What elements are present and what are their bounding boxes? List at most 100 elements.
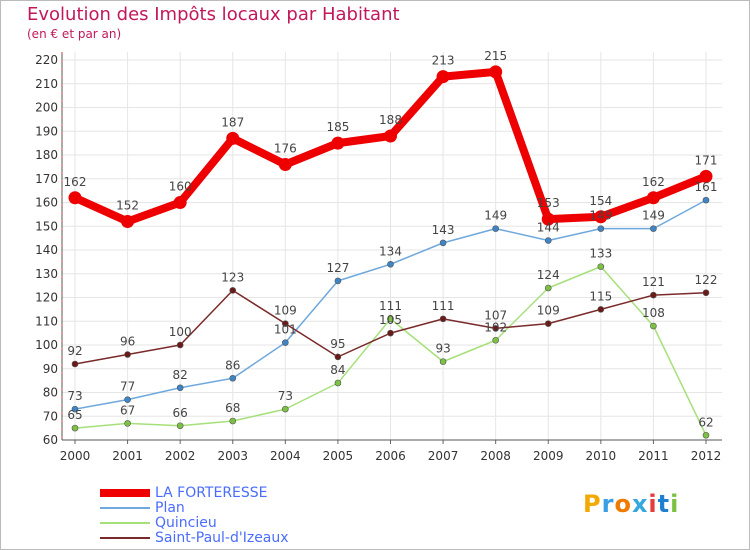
chart-title: Evolution des Impôts locaux par Habitant (27, 4, 400, 25)
y-tick-label: 130 (35, 267, 58, 281)
logo-letter: o (614, 490, 632, 518)
series-point-1 (229, 374, 237, 382)
data-label: 149 (589, 209, 612, 223)
data-label: 82 (173, 368, 188, 382)
x-tick-label: 2000 (60, 449, 91, 463)
y-tick-label: 70 (43, 409, 58, 423)
data-label: 66 (173, 406, 188, 420)
series-point-0 (68, 191, 82, 205)
series-point-0 (384, 129, 397, 143)
y-tick-label: 150 (35, 219, 58, 233)
data-label: 122 (695, 273, 718, 287)
data-label: 213 (432, 54, 455, 68)
data-label: 115 (589, 289, 612, 303)
legend-swatch (100, 537, 150, 539)
series-point-1 (124, 396, 131, 403)
series-point-1 (282, 339, 289, 346)
series-point-3 (650, 291, 657, 299)
series-point-0 (489, 65, 503, 79)
legend-entry: Plan (100, 501, 185, 515)
data-label: 100 (169, 325, 192, 339)
legend-swatch (100, 489, 150, 497)
series-point-2 (439, 358, 447, 365)
y-tick-label: 170 (35, 172, 58, 186)
logo-letter: i (648, 490, 658, 518)
y-tick-label: 220 (35, 53, 58, 67)
series-point-3 (702, 289, 710, 297)
series-point-2 (124, 420, 131, 427)
x-tick-label: 2003 (217, 449, 248, 463)
x-tick-label: 2010 (586, 449, 617, 463)
legend-label: Quincieu (155, 515, 217, 531)
y-tick-label: 190 (35, 124, 58, 138)
data-label: 96 (120, 335, 135, 349)
series-point-3 (597, 306, 605, 313)
data-label: 93 (435, 342, 450, 356)
data-label: 109 (537, 304, 560, 318)
data-label: 162 (642, 175, 665, 189)
y-tick-label: 160 (35, 196, 58, 210)
series-point-1 (439, 239, 447, 247)
data-label: 109 (274, 304, 297, 318)
proxiti-logo: Proxiti (583, 490, 679, 518)
data-label: 134 (379, 244, 402, 258)
series-point-3 (176, 341, 184, 349)
y-tick-label: 200 (35, 101, 58, 115)
data-label: 73 (67, 389, 82, 403)
y-tick-label: 140 (35, 243, 58, 257)
legend-swatch (100, 522, 150, 524)
series-point-1 (492, 225, 499, 232)
data-label: 133 (589, 247, 612, 261)
y-tick-label: 180 (35, 148, 58, 162)
series-point-0 (541, 212, 555, 226)
data-label: 86 (225, 358, 240, 372)
data-label: 123 (221, 270, 244, 284)
data-label: 188 (379, 113, 402, 127)
data-label: 108 (642, 306, 665, 320)
data-label: 149 (642, 209, 665, 223)
series-point-1 (702, 196, 710, 204)
series-point-3 (282, 320, 289, 327)
data-label: 102 (484, 320, 507, 334)
data-label: 176 (274, 142, 297, 156)
data-label: 161 (695, 180, 718, 194)
data-label: 127 (326, 261, 349, 275)
data-label: 121 (642, 275, 665, 289)
data-label: 154 (589, 194, 612, 208)
data-label: 215 (484, 49, 507, 63)
data-label: 149 (484, 209, 507, 223)
series-point-2 (71, 424, 79, 432)
series-point-1 (71, 405, 79, 413)
series-point-0 (646, 191, 660, 205)
y-tick-label: 80 (43, 386, 58, 400)
data-label: 185 (326, 120, 349, 134)
data-label: 187 (221, 115, 244, 129)
series-point-0 (699, 169, 713, 183)
plot-area (62, 52, 722, 440)
x-tick-label: 2008 (480, 449, 511, 463)
series-point-1 (387, 260, 394, 268)
data-label: 111 (379, 299, 402, 313)
y-tick-label: 120 (35, 291, 58, 305)
x-tick-label: 2007 (428, 449, 459, 463)
series-point-0 (594, 210, 608, 224)
series-point-0 (436, 70, 450, 84)
legend-label: Saint-Paul-d'Izeaux (155, 530, 289, 546)
series-point-2 (229, 417, 237, 425)
series-point-0 (278, 158, 292, 171)
series-point-2 (387, 315, 394, 323)
series-point-3 (439, 315, 447, 323)
x-tick-label: 2001 (112, 449, 143, 463)
legend-swatch (100, 507, 150, 509)
x-tick-label: 2012 (691, 449, 722, 463)
data-label: 84 (330, 363, 345, 377)
data-label: 153 (537, 196, 560, 210)
legend-entry: LA FORTERESSE (100, 486, 268, 500)
series-point-0 (173, 196, 187, 209)
data-label: 92 (67, 344, 82, 358)
legend-label: Plan (155, 500, 185, 516)
data-label: 144 (537, 221, 560, 235)
series-point-3 (492, 325, 499, 332)
series-point-1 (597, 225, 605, 232)
data-label: 152 (116, 199, 139, 213)
